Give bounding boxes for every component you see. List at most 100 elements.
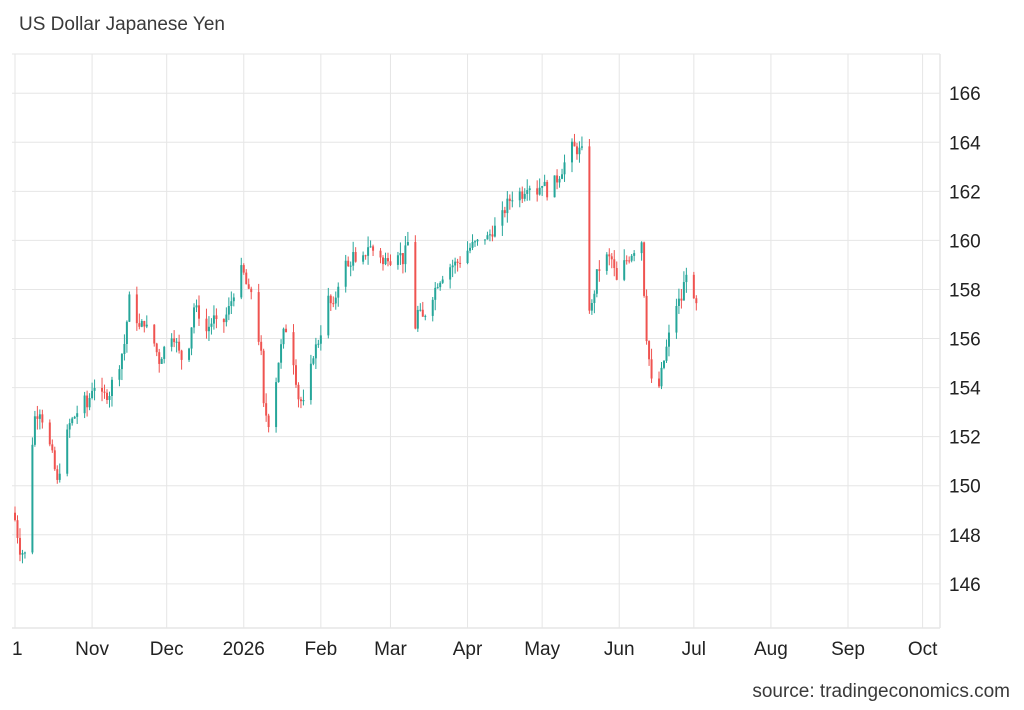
- candle: [488, 229, 491, 242]
- candle-body: [349, 265, 352, 267]
- candle: [598, 260, 601, 282]
- candle: [650, 348, 653, 383]
- candle-body: [367, 247, 370, 256]
- candle: [677, 288, 680, 314]
- candle-body: [493, 225, 496, 237]
- candle: [93, 379, 96, 401]
- candle: [538, 178, 541, 196]
- candle-body: [21, 553, 24, 555]
- y-tick-label: 156: [949, 330, 981, 351]
- candle-body: [138, 323, 141, 327]
- candle-body: [521, 191, 524, 199]
- candle: [245, 269, 248, 285]
- candle-body: [362, 255, 365, 262]
- candle: [658, 371, 661, 388]
- candle-body: [66, 429, 69, 474]
- candle-body: [86, 395, 89, 408]
- candle: [640, 241, 643, 261]
- candle: [88, 393, 91, 411]
- candle: [526, 179, 529, 201]
- candle-body: [212, 315, 215, 324]
- candle-body: [128, 294, 131, 322]
- candle-body: [384, 258, 387, 265]
- candle-body: [421, 309, 424, 317]
- candle: [541, 185, 544, 196]
- candle-body: [379, 250, 382, 258]
- candle: [556, 169, 559, 190]
- y-tick-label: 152: [949, 428, 981, 449]
- candle: [367, 236, 370, 265]
- candle: [643, 241, 646, 298]
- candle: [483, 239, 486, 245]
- candle: [299, 396, 302, 409]
- x-tick-label: Apr: [453, 639, 483, 660]
- candle: [665, 339, 668, 363]
- candle-body: [419, 309, 422, 311]
- candle: [396, 251, 399, 270]
- candle: [51, 439, 54, 453]
- candle: [180, 349, 183, 370]
- candle: [382, 255, 385, 271]
- candle-body: [83, 395, 86, 414]
- candle-body: [302, 400, 305, 402]
- candle: [471, 234, 474, 251]
- x-tick-label: Dec: [150, 639, 184, 660]
- candle-body: [645, 295, 648, 342]
- candle: [451, 259, 454, 278]
- x-tick-label: Jul: [682, 639, 706, 660]
- candle-body: [153, 324, 156, 344]
- candle: [466, 241, 469, 265]
- candle-body: [369, 246, 372, 248]
- candle: [329, 294, 332, 311]
- x-tick-label: Mar: [374, 639, 407, 660]
- candle: [242, 263, 245, 275]
- candle-body: [685, 274, 688, 283]
- candle-body: [667, 332, 670, 347]
- candle-body: [570, 141, 573, 163]
- candle: [486, 231, 489, 240]
- candle-body: [386, 258, 389, 262]
- candle-body: [309, 363, 312, 401]
- candle-body: [180, 350, 183, 360]
- candle: [648, 340, 651, 366]
- x-tick-label: Oct: [908, 639, 938, 660]
- candle: [309, 354, 312, 405]
- candle: [508, 194, 511, 210]
- chart-title: US Dollar Japanese Yen: [19, 14, 225, 35]
- candle-body: [160, 358, 163, 364]
- candle-body: [53, 450, 56, 470]
- candle: [386, 252, 389, 267]
- candle-body: [41, 414, 44, 423]
- candle-body: [561, 174, 564, 179]
- candle: [319, 325, 322, 351]
- candle: [33, 410, 36, 447]
- candle: [630, 254, 633, 263]
- candle-body: [73, 416, 76, 419]
- candle: [334, 291, 337, 310]
- x-tick-label: Aug: [754, 639, 788, 660]
- x-tick-label: 1: [12, 639, 23, 660]
- candle-body: [454, 261, 457, 266]
- y-tick-label: 166: [949, 84, 981, 105]
- candle: [240, 257, 243, 300]
- candle: [178, 334, 181, 354]
- candle: [431, 296, 434, 322]
- candle-body: [33, 416, 36, 445]
- candle: [135, 286, 138, 331]
- candle-body: [48, 422, 51, 445]
- candle-body: [613, 259, 616, 269]
- candle-body: [247, 284, 250, 289]
- candle-body: [329, 295, 332, 304]
- candle-body: [364, 255, 367, 257]
- candle: [424, 314, 427, 321]
- candle: [257, 283, 260, 346]
- candle-body: [188, 348, 191, 360]
- candle-body: [347, 260, 350, 267]
- candle: [314, 337, 317, 369]
- candle-body: [170, 338, 173, 347]
- candle-body: [292, 332, 295, 366]
- candle-body: [610, 256, 613, 260]
- candle: [250, 286, 253, 300]
- candle: [145, 315, 148, 329]
- candle-body: [431, 299, 434, 316]
